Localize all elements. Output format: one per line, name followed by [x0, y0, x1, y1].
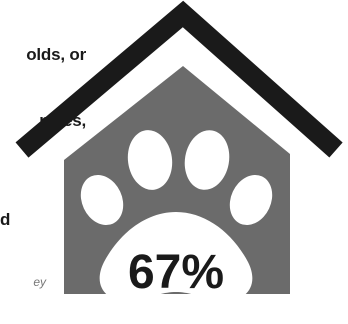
paw-toe-2	[127, 130, 173, 190]
paw-toe-3	[184, 130, 230, 190]
paw-pad	[99, 212, 253, 302]
percent-label: 67%	[128, 246, 224, 299]
source-text-fragment: ey	[33, 275, 46, 289]
paw-toe-1	[80, 174, 124, 226]
house-roof	[15, 0, 343, 158]
paw-print-icon	[80, 130, 273, 302]
house-body	[64, 66, 290, 294]
paw-toe-4	[229, 174, 273, 226]
headline-line-1: olds, or	[26, 45, 86, 64]
cut-off-text-fragment: d	[0, 210, 11, 229]
